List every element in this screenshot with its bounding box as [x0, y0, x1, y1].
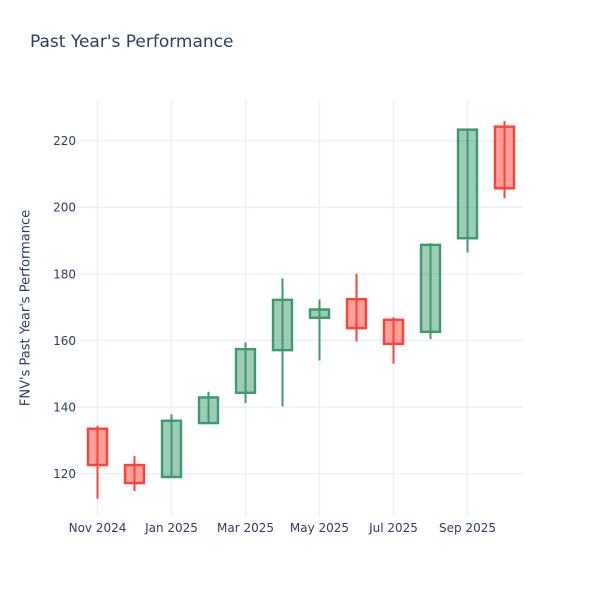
x-tick-label: Mar 2025: [217, 521, 274, 535]
candle-decreasing: [493, 120, 516, 199]
y-tick-label: 160: [53, 334, 76, 348]
chart-title: Past Year's Performance: [30, 32, 234, 52]
candle-increasing: [271, 278, 294, 407]
x-tick-label: May 2025: [290, 521, 349, 535]
candle-increasing: [160, 414, 183, 479]
candle-increasing: [197, 391, 220, 425]
y-tick-label: 180: [53, 267, 76, 281]
candle-body: [419, 243, 442, 334]
candle-body: [234, 347, 257, 394]
y-tick-label: 200: [53, 201, 76, 215]
candle-body: [160, 419, 183, 479]
candle-body: [197, 396, 220, 425]
candle-body: [493, 125, 516, 190]
y-tick-label: 120: [53, 467, 76, 481]
candle-increasing: [234, 342, 257, 404]
x-tick-label: Jul 2025: [368, 521, 418, 535]
candle-decreasing: [86, 425, 109, 499]
candle-decreasing: [345, 273, 368, 342]
candle-increasing: [456, 128, 479, 253]
x-tick-label: Sep 2025: [439, 521, 496, 535]
candle-increasing: [419, 243, 442, 340]
candle-body: [308, 308, 331, 320]
y-tick-label: 140: [53, 401, 76, 415]
candle-decreasing: [123, 456, 146, 492]
x-tick-label: Jan 2025: [144, 521, 198, 535]
y-tick-label: 220: [53, 134, 76, 148]
candle-body: [456, 128, 479, 240]
x-tick-label: Nov 2024: [69, 521, 127, 535]
candle-body: [271, 298, 294, 352]
candle-decreasing: [382, 317, 405, 364]
candle-increasing: [308, 299, 331, 361]
y-axis-title: FNV's Past Year's Performance: [18, 209, 34, 407]
candle-body: [345, 297, 368, 330]
candle-body: [86, 427, 109, 467]
candle-body: [382, 318, 405, 346]
candle-body: [123, 463, 146, 485]
